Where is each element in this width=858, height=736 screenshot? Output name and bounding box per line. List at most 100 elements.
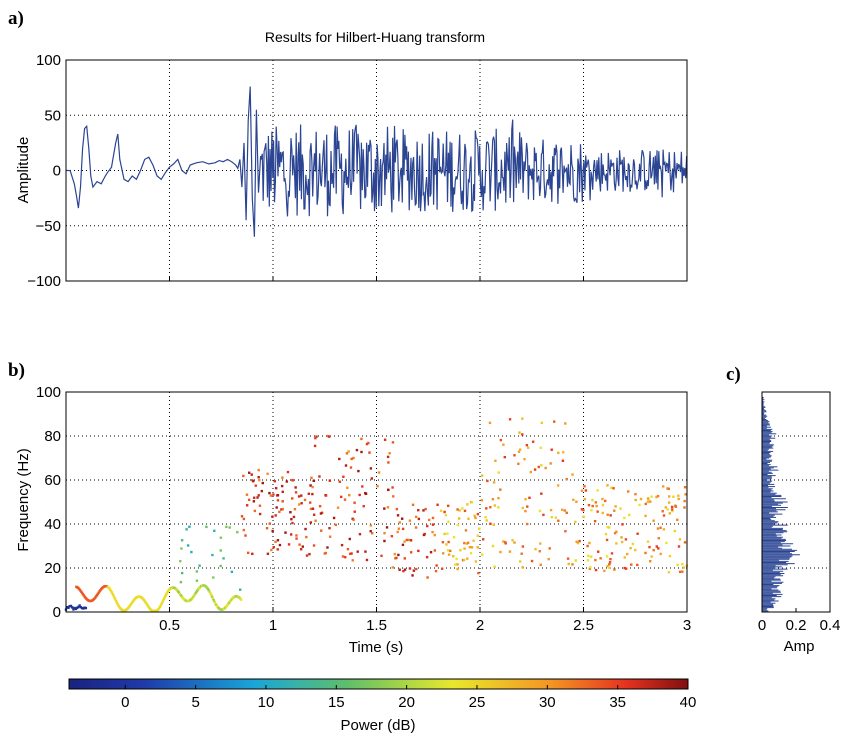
scatter-point <box>427 518 431 522</box>
scatter-point <box>497 506 500 509</box>
scatter-point <box>683 486 687 489</box>
scatter-point <box>328 526 331 530</box>
scatter-point <box>350 457 353 461</box>
scatter-point <box>391 486 394 489</box>
scatter-point <box>567 562 570 566</box>
scatter-point <box>652 548 655 552</box>
scatter-point <box>677 545 681 548</box>
scatter-point <box>523 457 526 461</box>
scatter-point <box>210 593 213 597</box>
scatter-point <box>95 593 99 597</box>
scatter-point <box>452 535 456 539</box>
scatter-point <box>163 595 167 599</box>
scatter-point <box>646 540 650 543</box>
scatter-point <box>405 538 409 542</box>
scatter-point <box>275 506 278 509</box>
scatter-point <box>346 547 350 551</box>
scatter-point <box>601 497 604 501</box>
scatter-point <box>254 484 257 487</box>
scatter-point <box>596 550 600 553</box>
scatter-point <box>74 607 78 611</box>
panel-b-xtick-label: 3 <box>683 617 691 634</box>
scatter-point <box>588 567 592 570</box>
scatter-point <box>636 532 639 535</box>
scatter-point <box>491 544 495 548</box>
scatter-point <box>67 606 70 609</box>
scatter-point <box>386 506 390 509</box>
scatter-point <box>646 500 650 504</box>
scatter-point <box>311 492 314 496</box>
scatter-point <box>576 541 580 545</box>
scatter-point <box>511 539 514 542</box>
scatter-point <box>557 519 560 522</box>
scatter-point <box>610 486 613 489</box>
scatter-point <box>230 570 234 574</box>
scatter-point <box>143 600 147 603</box>
scatter-point <box>301 545 304 548</box>
scatter-point <box>117 604 120 607</box>
panel-a-title: Results for Hilbert-Huang transform <box>265 29 485 45</box>
scatter-point <box>144 601 148 604</box>
scatter-point <box>667 495 671 498</box>
colorbar-tick-label: 25 <box>469 694 486 711</box>
scatter-point <box>613 509 616 512</box>
scatter-point <box>550 448 553 451</box>
panel-a-ytick-label: 100 <box>36 52 61 69</box>
scatter-point <box>492 523 495 527</box>
scatter-point <box>534 547 537 551</box>
scatter-point <box>222 557 225 560</box>
panel-b-ylabel: Frequency (Hz) <box>15 448 32 551</box>
scatter-point <box>318 475 321 478</box>
scatter-point <box>630 563 633 566</box>
scatter-point <box>409 551 413 554</box>
scatter-point <box>547 557 550 561</box>
scatter-point <box>667 571 671 574</box>
panel-b-xlabel: Time (s) <box>349 639 403 656</box>
scatter-point <box>542 513 545 517</box>
scatter-point <box>289 511 292 514</box>
scatter-point <box>673 529 676 533</box>
panel-b-ytick-label: 0 <box>53 604 61 621</box>
scatter-point <box>257 468 260 472</box>
scatter-point <box>646 497 650 500</box>
scatter-point <box>574 559 577 562</box>
scatter-point <box>656 494 660 498</box>
scatter-point <box>252 480 255 483</box>
scatter-point <box>281 476 284 479</box>
scatter-point <box>422 509 425 512</box>
panel-a-ytick-label: 0 <box>53 163 61 180</box>
scatter-point <box>540 492 543 495</box>
scatter-point <box>219 564 222 568</box>
scatter-point <box>110 591 114 594</box>
scatter-point <box>185 528 188 531</box>
scatter-point <box>650 495 653 498</box>
scatter-point <box>444 513 448 517</box>
scatter-point <box>671 509 674 513</box>
scatter-point <box>209 592 212 595</box>
scatter-point <box>196 589 199 592</box>
scatter-point <box>81 593 85 596</box>
scatter-point <box>480 474 484 477</box>
scatter-point <box>368 451 371 454</box>
scatter-point <box>464 529 468 532</box>
scatter-point <box>299 548 303 551</box>
scatter-point <box>644 514 647 518</box>
scatter-point <box>668 512 671 515</box>
scatter-point <box>582 509 585 512</box>
scatter-point <box>439 509 443 512</box>
scatter-point <box>297 503 301 506</box>
scatter-point <box>361 485 364 488</box>
scatter-point <box>257 476 260 479</box>
scatter-point <box>207 589 211 592</box>
scatter-point <box>665 541 668 545</box>
scatter-point <box>465 542 469 545</box>
scatter-point <box>485 507 488 510</box>
scatter-point <box>146 604 149 607</box>
scatter-point <box>513 541 516 544</box>
scatter-point <box>192 594 196 598</box>
amp-bars <box>762 397 800 613</box>
scatter-point <box>387 488 390 492</box>
scatter-point <box>441 552 445 555</box>
scatter-point <box>620 536 623 539</box>
colorbar-gradient <box>68 678 689 690</box>
